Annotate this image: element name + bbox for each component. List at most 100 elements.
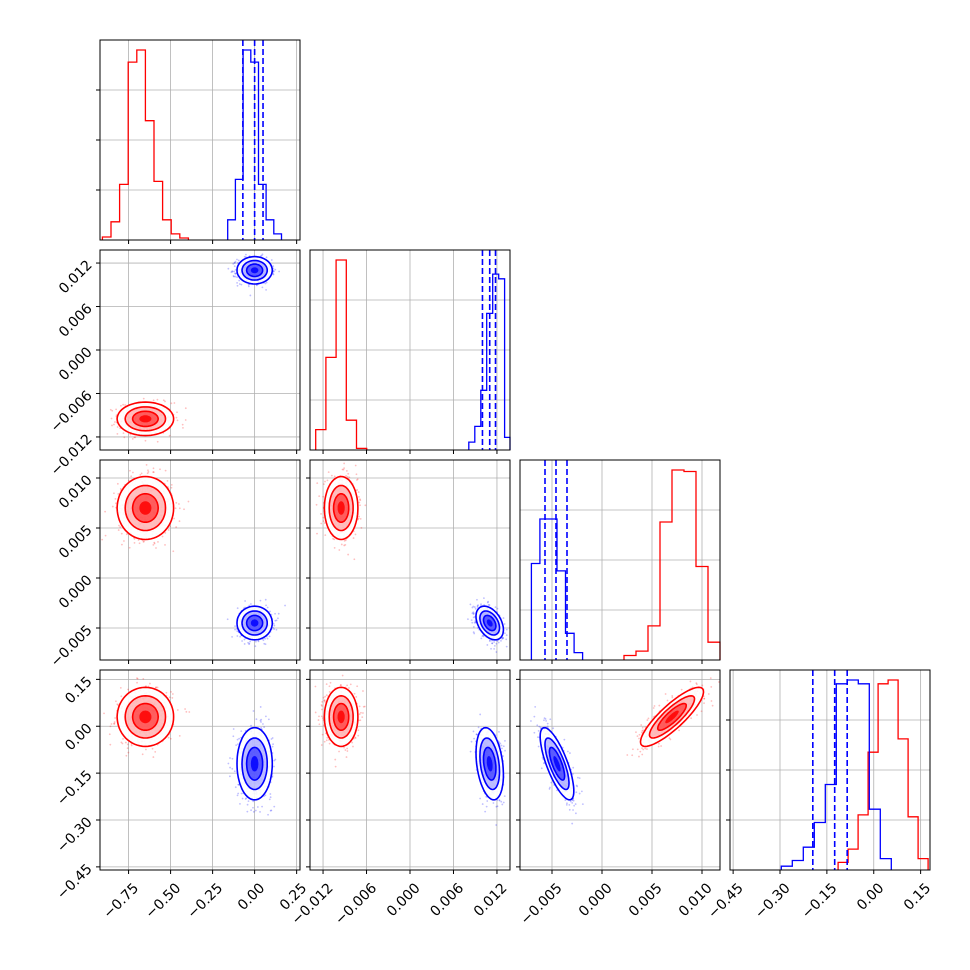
scatter-point xyxy=(343,539,346,542)
scatter-point xyxy=(247,283,250,286)
scatter-point xyxy=(476,598,478,601)
scatter-point xyxy=(173,402,176,404)
scatter-point xyxy=(467,618,469,621)
scatter-point xyxy=(322,516,325,519)
scatter-point xyxy=(358,501,361,504)
scatter-point xyxy=(122,738,124,740)
scatter-point xyxy=(483,597,485,600)
scatter-point xyxy=(476,605,479,607)
scatter-point xyxy=(119,526,122,528)
scatter-point xyxy=(244,798,247,800)
scatter-point xyxy=(243,255,246,258)
scatter-point xyxy=(343,467,346,470)
scatter-point xyxy=(165,691,168,694)
scatter-point xyxy=(346,475,349,478)
scatter-point xyxy=(470,619,473,622)
scatter-point xyxy=(259,706,262,708)
scatter-point xyxy=(491,642,494,645)
scatter-point xyxy=(269,610,271,613)
scatter-point xyxy=(267,718,270,721)
scatter-point xyxy=(142,677,145,680)
scatter-point xyxy=(271,737,274,739)
scatter-point xyxy=(327,471,330,474)
scatter-point xyxy=(273,628,276,631)
scatter-point xyxy=(113,721,116,723)
scatter-point xyxy=(114,717,117,719)
scatter-point xyxy=(230,271,233,274)
scatter-panel xyxy=(99,249,301,451)
scatter-point xyxy=(345,470,348,472)
scatter-point xyxy=(261,805,263,808)
scatter-point xyxy=(141,753,144,756)
histogram-panel xyxy=(519,459,721,661)
scatter-point xyxy=(247,285,250,288)
scatter-point xyxy=(174,507,177,510)
scatter-point xyxy=(229,757,231,759)
scatter-point xyxy=(232,262,235,265)
scatter-point xyxy=(238,737,240,740)
scatter-point xyxy=(323,522,326,524)
histogram-line xyxy=(101,49,190,240)
scatter-point xyxy=(233,265,236,268)
scatter-point xyxy=(120,404,122,407)
scatter-point xyxy=(264,598,267,601)
scatter-point xyxy=(120,695,123,698)
scatter-point xyxy=(254,809,257,812)
scatter-point xyxy=(473,621,476,624)
scatter-point xyxy=(175,416,178,419)
scatter-point xyxy=(249,294,252,297)
scatter-point xyxy=(272,272,275,275)
scatter-point xyxy=(272,265,275,268)
scatter-point xyxy=(364,504,367,507)
density-contour xyxy=(139,415,152,423)
scatter-point xyxy=(130,475,133,478)
scatter-point xyxy=(473,632,476,635)
scatter-point xyxy=(136,677,138,680)
scatter-point xyxy=(247,641,249,644)
scatter-point xyxy=(260,254,263,257)
scatter-point xyxy=(164,532,167,534)
scatter-point xyxy=(156,440,159,443)
scatter-point xyxy=(332,537,334,540)
scatter-point xyxy=(471,606,474,609)
scatter-point xyxy=(245,797,248,800)
scatter-point xyxy=(487,600,490,603)
scatter-panel xyxy=(99,459,301,661)
scatter-point xyxy=(127,479,130,482)
scatter-point xyxy=(272,743,274,746)
scatter-point xyxy=(473,606,476,608)
scatter-point xyxy=(333,546,336,549)
scatter-point xyxy=(505,645,508,648)
scatter-point xyxy=(147,471,150,473)
scatter-point xyxy=(152,399,155,402)
scatter-point xyxy=(472,613,475,615)
scatter-point xyxy=(261,286,264,289)
scatter-point xyxy=(343,462,346,465)
scatter-point xyxy=(236,276,238,279)
scatter-point xyxy=(233,275,235,278)
scatter-point xyxy=(116,703,119,706)
scatter-point xyxy=(252,810,255,813)
scatter-point xyxy=(272,273,275,276)
scatter-point xyxy=(266,606,269,609)
scatter-point xyxy=(152,543,155,546)
scatter-point xyxy=(156,398,159,401)
scatter-point xyxy=(324,534,327,537)
scatter-point xyxy=(147,469,149,472)
scatter-point xyxy=(130,744,133,747)
scatter-point xyxy=(175,501,178,504)
scatter-point xyxy=(170,402,173,405)
scatter-point xyxy=(162,399,165,402)
scatter-point xyxy=(347,472,350,475)
scatter-point xyxy=(236,607,239,610)
scatter-point xyxy=(173,517,175,520)
scatter-point xyxy=(125,533,128,536)
scatter-point xyxy=(157,541,159,543)
scatter-point xyxy=(234,272,236,275)
scatter-point xyxy=(357,491,360,493)
scatter-point xyxy=(320,522,323,525)
scatter-point xyxy=(269,809,272,812)
scatter-point xyxy=(236,738,239,741)
scatter-point xyxy=(494,606,497,609)
scatter-point xyxy=(234,625,236,628)
